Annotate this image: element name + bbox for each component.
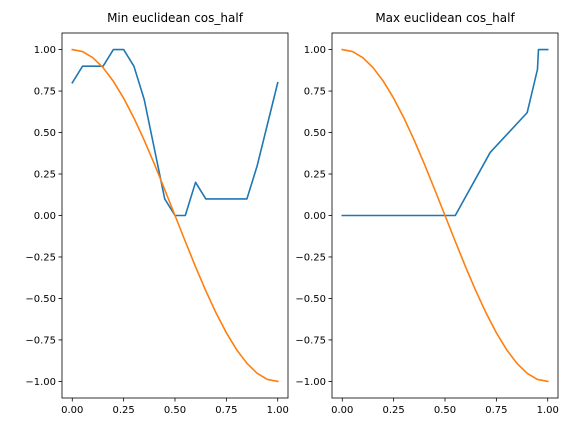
y-tick-label: −0.50 — [25, 294, 56, 305]
y-tick-label: 1.00 — [34, 45, 56, 56]
chart-title: Max euclidean cos_half — [375, 11, 515, 25]
y-tick-label: 1.00 — [304, 45, 326, 56]
y-tick-label: 0.50 — [34, 128, 56, 139]
chart-panel-1: Min euclidean cos_half 0.00 0.25 0.50 0.75 1.… — [25, 11, 289, 416]
x-tick-label: 0.75 — [215, 405, 237, 416]
y-tick-label: 0.75 — [304, 87, 326, 98]
y-tick-label: 0.25 — [304, 170, 326, 181]
x-tick-label: 0.50 — [164, 405, 186, 416]
series-line-1 — [341, 48, 549, 217]
x-tick-label: 1.00 — [537, 405, 559, 416]
x-tick-label: 0.75 — [485, 405, 507, 416]
y-tick-label: −0.25 — [295, 252, 326, 263]
x-tick-label: 0.00 — [61, 405, 83, 416]
y-tick-label: 0.75 — [34, 87, 56, 98]
x-tick-label: 0.50 — [434, 405, 456, 416]
y-tick-label: −0.25 — [25, 252, 56, 263]
y-tick-label: −0.75 — [25, 335, 56, 346]
x-tick-label: 0.00 — [331, 405, 353, 416]
y-tick-label: 0.25 — [34, 170, 56, 181]
y-tick-label: −1.00 — [25, 377, 56, 388]
x-tick-label: 1.00 — [267, 405, 289, 416]
chart-panel-2: Max euclidean cos_half 0.00 0.25 0.50 0.75 1.… — [295, 11, 559, 416]
y-tick-label: −1.00 — [295, 377, 326, 388]
y-tick-label: −0.50 — [295, 294, 326, 305]
series-line-2 — [71, 48, 279, 383]
x-tick-label: 0.25 — [383, 405, 405, 416]
y-tick-label: 0.00 — [34, 211, 56, 222]
series-line-2 — [341, 48, 549, 383]
y-tick-label: 0.00 — [304, 211, 326, 222]
y-tick-label: 0.50 — [304, 128, 326, 139]
y-tick-label: −0.75 — [295, 335, 326, 346]
x-tick-label: 0.25 — [113, 405, 135, 416]
chart-title: Min euclidean cos_half — [107, 11, 244, 25]
